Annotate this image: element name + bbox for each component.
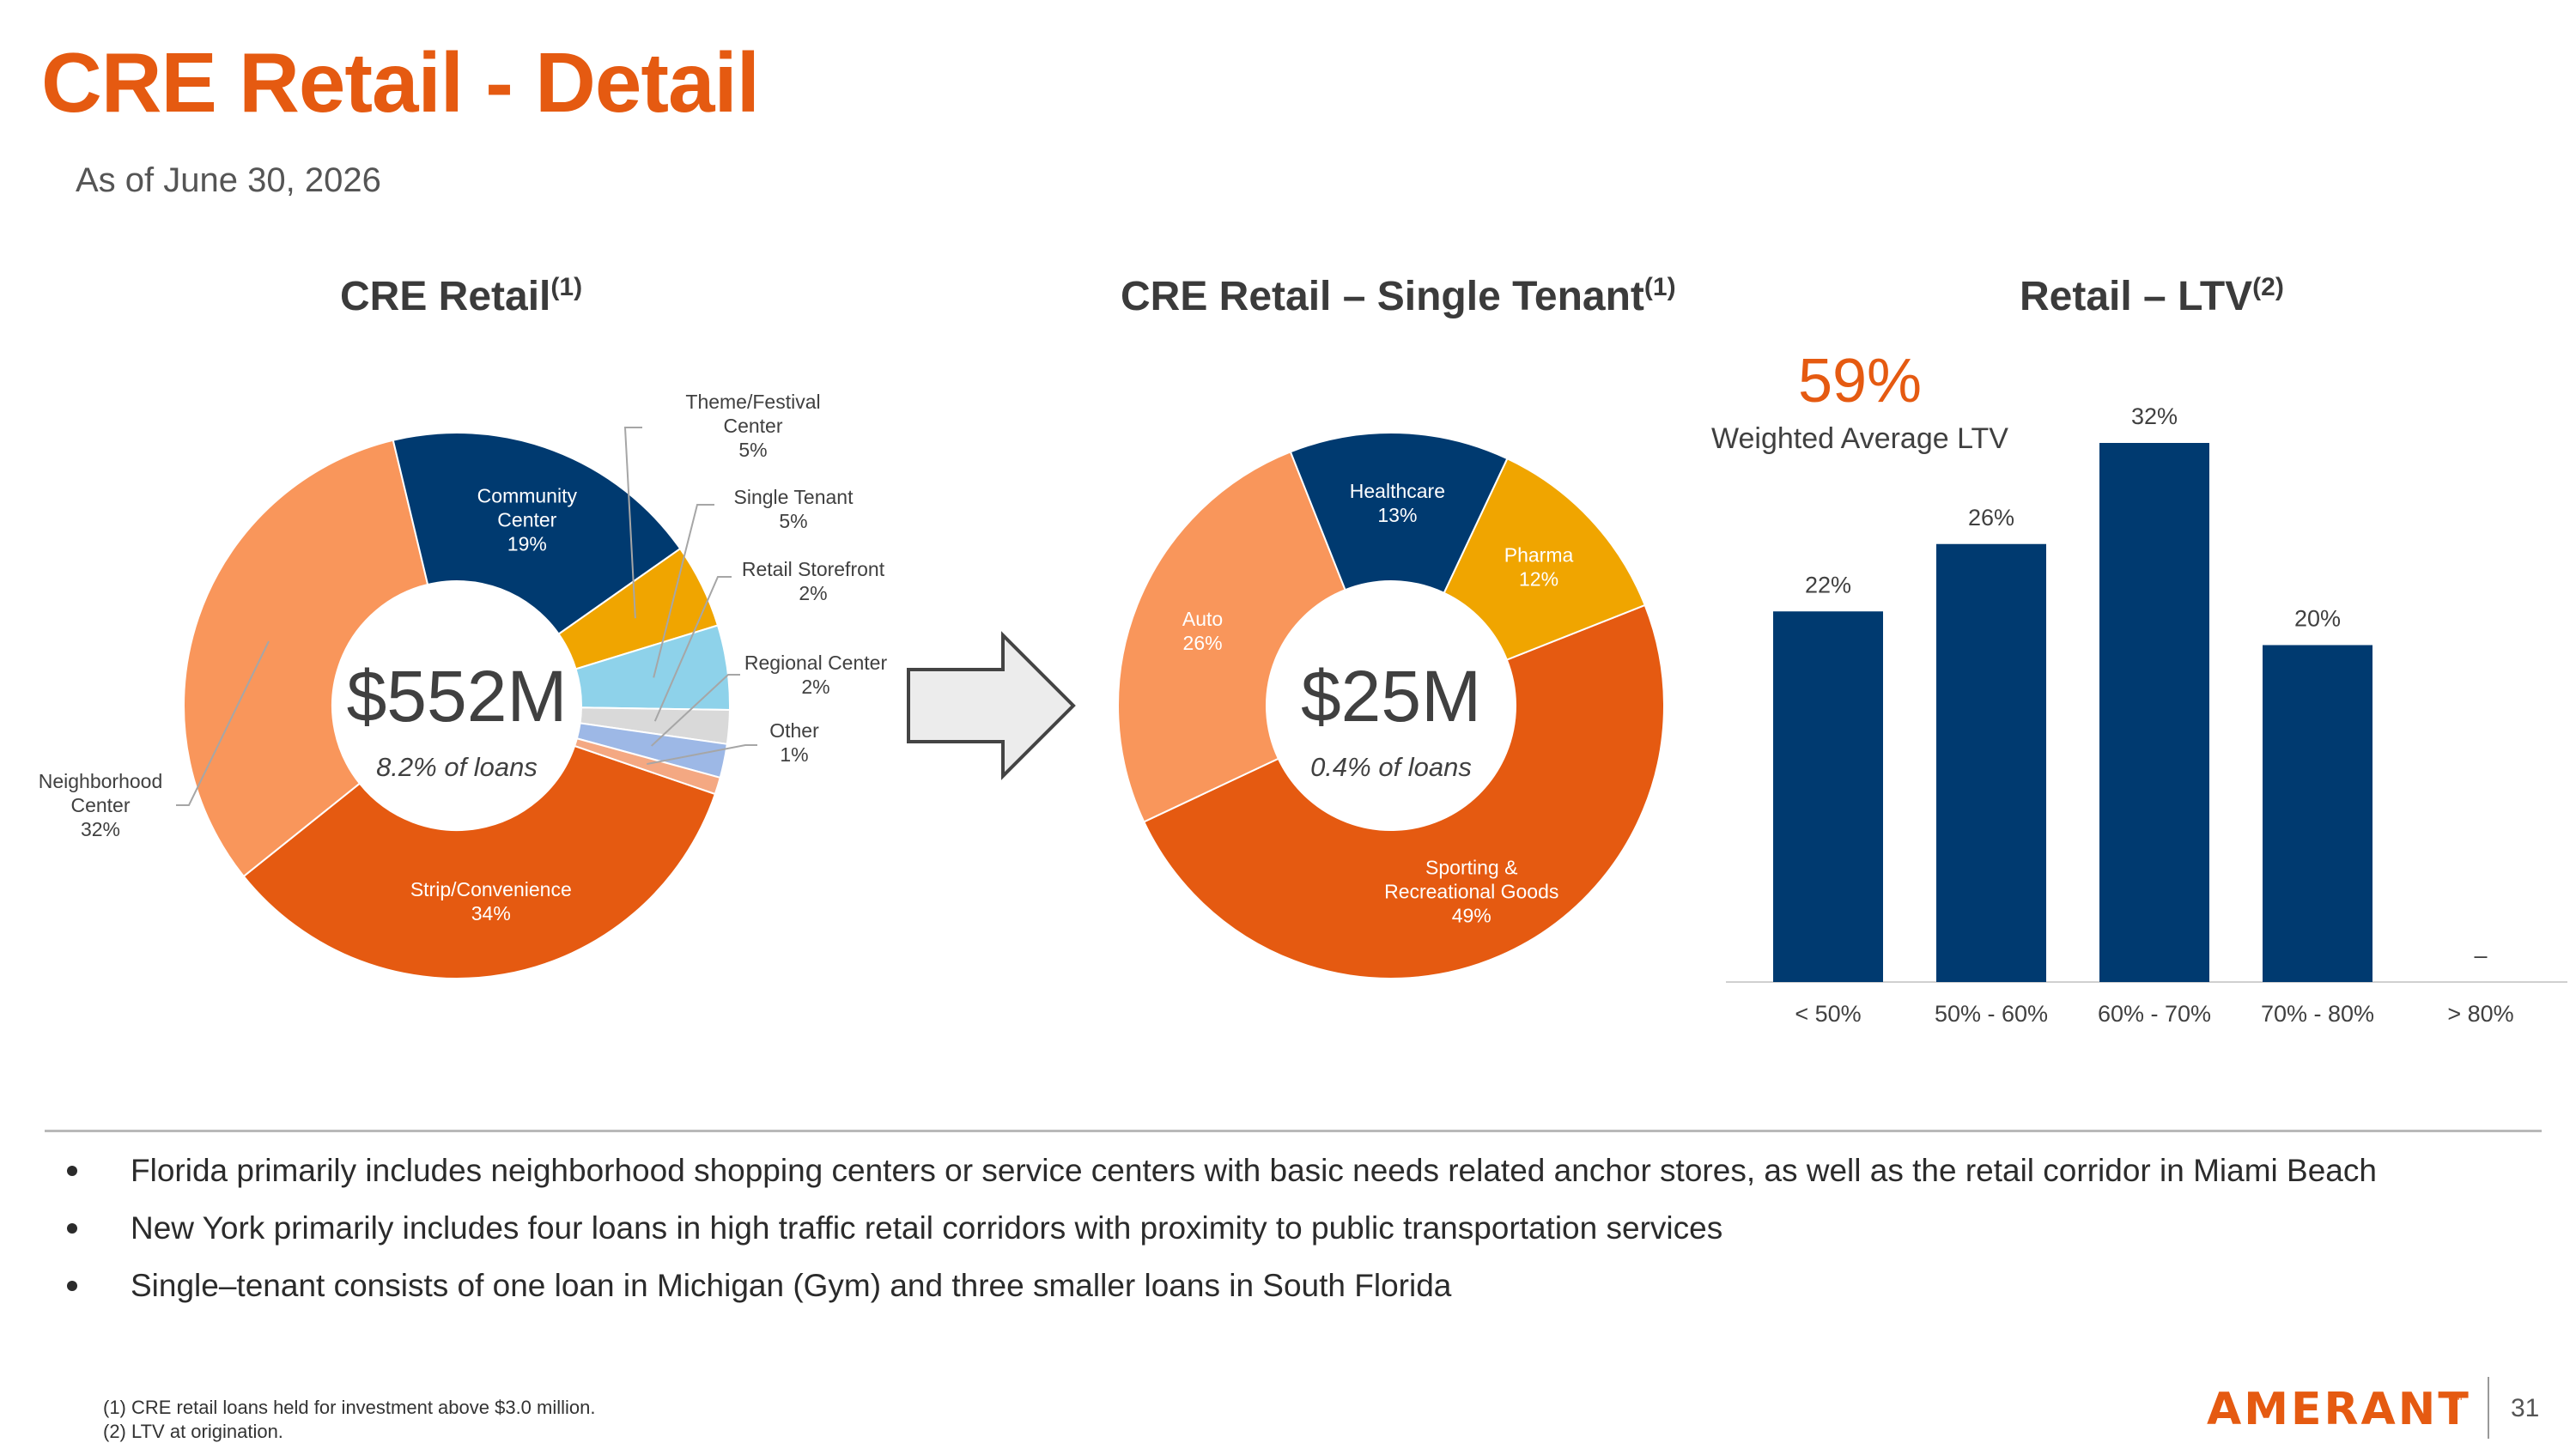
bar-value-label: 32% xyxy=(2131,403,2178,429)
leader-line-neighborhood-center xyxy=(176,640,270,806)
bar-value-label: 22% xyxy=(1805,572,1851,597)
bar-70-80 xyxy=(2263,645,2372,982)
ltv-chart-title-footnote: (2) xyxy=(2252,273,2284,301)
bullet-dot xyxy=(67,1223,77,1234)
slice-sporting-recreational-goods xyxy=(1142,603,1665,979)
cre-retail-chart-title: CRE Retail(1) xyxy=(340,273,582,320)
commentary-bullets: Florida primarily includes neighborhood … xyxy=(62,1142,2377,1314)
leader-line-regional-center xyxy=(651,674,740,747)
footnotes: (1) CRE retail loans held for investment… xyxy=(103,1396,596,1444)
slice-label-healthcare: Healthcare 13% xyxy=(1350,480,1445,526)
bar-50-60 xyxy=(1936,543,2046,982)
cre-retail-chart-title-text: CRE Retail xyxy=(340,274,551,319)
x-tick-label: > 80% xyxy=(2447,1001,2513,1027)
single-tenant-chart-title: CRE Retail – Single Tenant(1) xyxy=(1121,273,1676,320)
as-of-date: As of June 30, 2026 xyxy=(76,161,381,199)
bullet-dot xyxy=(67,1166,77,1176)
slice-label-auto: Auto 26% xyxy=(1182,608,1223,654)
leader-line-retail-storefront xyxy=(653,576,732,722)
slice-label-other: Other 1% xyxy=(769,719,819,766)
bar-50 xyxy=(1773,611,1883,982)
bullet-text: New York primarily includes four loans i… xyxy=(131,1210,1723,1246)
donut-center-value: $552M xyxy=(347,656,568,737)
single-tenant-chart-title-text: CRE Retail – Single Tenant xyxy=(1121,274,1644,319)
donut-center-label: 0.4% of loans xyxy=(1310,752,1472,782)
slice-community-center xyxy=(392,432,682,636)
slice-auto xyxy=(1117,451,1346,823)
page-number: 31 xyxy=(2511,1394,2540,1422)
slice-strip-convenience xyxy=(242,744,717,979)
bullet-text: Single–tenant consists of one loan in Mi… xyxy=(131,1268,1452,1303)
weighted-average-ltv-value: 59% xyxy=(1798,347,1922,415)
slice-label-neighborhood-center: Neighborhood Center 32% xyxy=(39,770,163,840)
x-tick-label: 60% - 70% xyxy=(2098,1001,2211,1027)
slice-other xyxy=(573,737,721,796)
logo-separator xyxy=(2488,1377,2489,1439)
footnote-1: (1) CRE retail loans held for investment… xyxy=(103,1397,596,1418)
slice-label-pharma: Pharma 12% xyxy=(1504,543,1574,590)
amerant-logo: AMERANT xyxy=(2207,1384,2471,1435)
slice-label-strip-convenience: Strip/Convenience 34% xyxy=(410,878,572,925)
single-tenant-donut-chart: Sporting & Recreational Goods 49% Auto 26% He… xyxy=(1117,432,1665,979)
section-divider xyxy=(45,1130,2542,1132)
slice-label-sporting-recreational-goods: Sporting & Recreational Goods 49% xyxy=(1384,857,1558,927)
x-tick-label: 50% - 60% xyxy=(1935,1001,2048,1027)
donut-center-value: $25M xyxy=(1301,656,1481,737)
slice-pharma xyxy=(1443,457,1646,661)
single-tenant-chart-title-footnote: (1) xyxy=(1643,273,1676,301)
bar-value-label: – xyxy=(2474,943,2487,968)
cre-retail-chart-title-footnote: (1) xyxy=(550,273,583,301)
leader-line-theme-festival-center xyxy=(623,427,642,619)
bullet-dot xyxy=(67,1281,77,1291)
arrow-right-icon xyxy=(907,631,1076,780)
donut-center-label: 8.2% of loans xyxy=(376,752,538,782)
slice-neighborhood-center xyxy=(183,439,429,878)
leader-line-other xyxy=(647,744,757,766)
bullet-item: Florida primarily includes neighborhood … xyxy=(62,1142,2377,1199)
slice-label-theme-festival-center: Theme/Festival Center 5% xyxy=(685,391,820,461)
ltv-chart-title-text: Retail – LTV xyxy=(2020,274,2253,319)
bullet-item: New York primarily includes four loans i… xyxy=(62,1199,2377,1257)
slice-label-community-center: Community Center 19% xyxy=(477,484,578,555)
page-title: CRE Retail - Detail xyxy=(41,35,760,130)
slice-label-retail-storefront: Retail Storefront 2% xyxy=(742,558,885,604)
bar-value-label: 20% xyxy=(2294,606,2341,632)
bullet-item: Single–tenant consists of one loan in Mi… xyxy=(62,1257,2377,1314)
logo-service-mark: SM xyxy=(2448,1392,2463,1403)
cre-retail-donut-chart: Strip/Convenience 34% Neighborhood Center 32… xyxy=(39,391,888,979)
x-tick-label: < 50% xyxy=(1795,1001,1861,1027)
slice-healthcare xyxy=(1289,432,1509,595)
charts-canvas: Strip/Convenience 34% Neighborhood Center 32… xyxy=(39,347,2567,1027)
ltv-chart-title: Retail – LTV(2) xyxy=(2020,273,2284,320)
ltv-bar-chart: 22% < 50% 26% 50% - 60% 32% 60% - 70% 20% 70% -… xyxy=(1711,347,2567,1027)
slice-label-single-tenant: Single Tenant 5% xyxy=(734,486,854,532)
bar-value-label: 26% xyxy=(1968,505,2014,530)
x-tick-label: 70% - 80% xyxy=(2261,1001,2374,1027)
leader-line-single-tenant xyxy=(653,504,714,678)
bar-60-70 xyxy=(2099,443,2209,982)
weighted-average-ltv-label: Weighted Average LTV xyxy=(1711,422,2008,455)
slice-label-regional-center: Regional Center 2% xyxy=(744,652,888,698)
footnote-2: (2) LTV at origination. xyxy=(103,1421,283,1442)
bullet-text: Florida primarily includes neighborhood … xyxy=(131,1153,2377,1188)
